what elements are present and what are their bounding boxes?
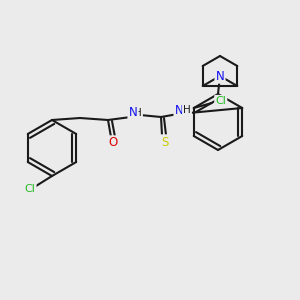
Text: Cl: Cl <box>25 184 35 194</box>
Text: H: H <box>134 108 142 118</box>
Text: N: N <box>216 70 224 83</box>
Text: O: O <box>108 136 118 149</box>
Text: H: H <box>183 105 191 115</box>
Text: S: S <box>161 136 169 148</box>
Text: N: N <box>129 106 137 119</box>
Text: N: N <box>175 103 183 116</box>
Text: Cl: Cl <box>215 96 226 106</box>
